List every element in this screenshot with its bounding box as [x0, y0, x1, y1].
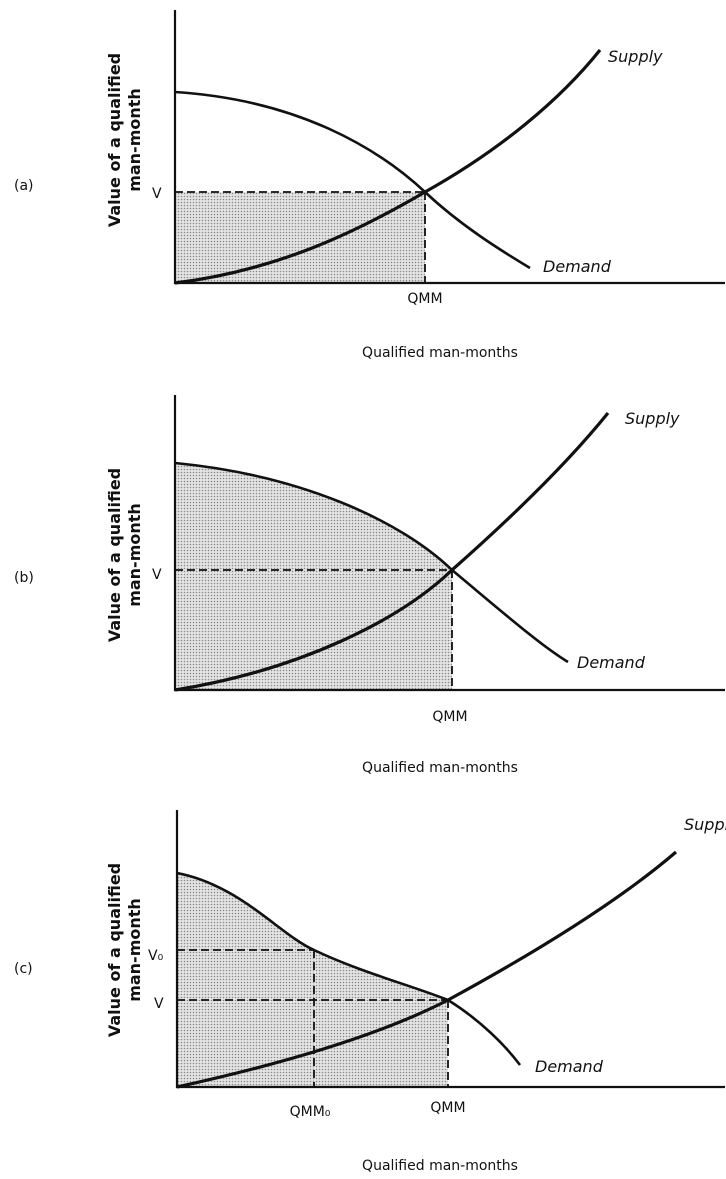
y-axis-label: Value of a qualified: [105, 863, 124, 1037]
x-axis-label: Qualified man-months: [362, 345, 518, 361]
y-axis-label: man-month: [125, 503, 144, 607]
panel-c: (c) Value of a qualified man-month V₀ V …: [14, 810, 726, 1174]
axes: [173, 10, 725, 285]
panel-label: (b): [14, 570, 34, 586]
y-tick-label: V: [154, 996, 164, 1012]
y-tick-label: V: [152, 186, 162, 202]
panel-label: (c): [14, 961, 33, 977]
supply-label: Supply: [625, 409, 680, 428]
axes: [173, 395, 725, 692]
y-tick-label: V₀: [148, 948, 164, 964]
y-axis-label: man-month: [125, 88, 144, 192]
x-axis-label: Qualified man-months: [362, 760, 518, 776]
supply-curve: [176, 850, 678, 1089]
demand-label: Demand: [543, 257, 612, 276]
y-axis-label: Value of a qualified: [105, 53, 124, 227]
panel-a: (a) Value of a qualified man-month V QMM…: [14, 10, 725, 361]
shaded-area: [175, 463, 452, 690]
x-tick-label: QMM: [432, 709, 467, 725]
x-tick-label: QMM₀: [290, 1104, 331, 1120]
demand-curve: [174, 90, 531, 270]
supply-label: Supply: [684, 815, 726, 834]
shaded-area: [175, 192, 425, 283]
y-axis-label: man-month: [125, 898, 144, 1002]
x-tick-label: QMM: [407, 291, 442, 307]
demand-label: Demand: [577, 653, 646, 672]
axes: [175, 810, 725, 1089]
panel-b: (b) Value of a qualified man-month V QMM…: [14, 395, 725, 776]
x-axis-label: Qualified man-months: [362, 1158, 518, 1174]
y-tick-label: V: [152, 567, 162, 583]
shaded-area: [177, 873, 448, 1087]
supply-curve: [174, 49, 602, 285]
x-tick-label: QMM: [430, 1100, 465, 1116]
y-axis-label: Value of a qualified: [105, 468, 124, 642]
supply-label: Supply: [608, 47, 663, 66]
demand-curve: [176, 871, 522, 1066]
panel-label: (a): [14, 178, 34, 194]
supply-curve: [174, 411, 610, 692]
demand-curve: [174, 461, 569, 664]
demand-label: Demand: [535, 1057, 604, 1076]
